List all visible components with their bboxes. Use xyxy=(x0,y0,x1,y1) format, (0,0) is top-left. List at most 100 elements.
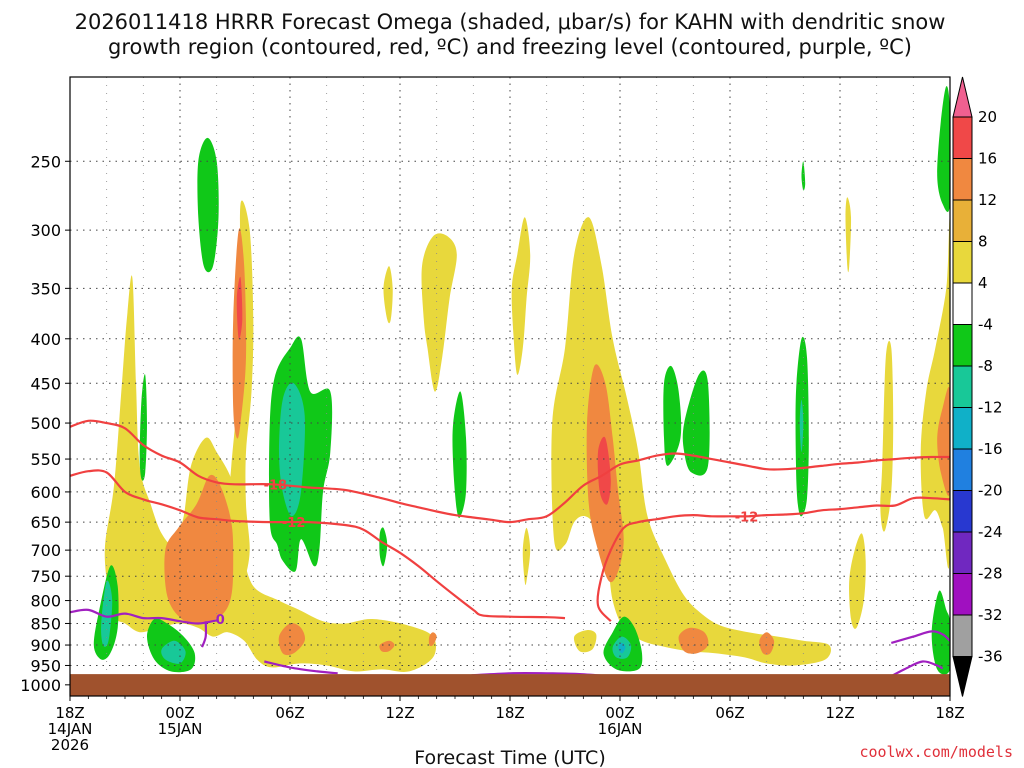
y-tick-label: 800 xyxy=(30,592,61,611)
colorbar-label: -20 xyxy=(978,482,1003,500)
x-tick-label: 15JAN xyxy=(158,720,203,738)
omega-region-19 xyxy=(759,632,775,655)
colorbar-top-arrow xyxy=(952,76,973,118)
colorbar-segment xyxy=(952,365,973,408)
omega-region-10 xyxy=(920,217,950,569)
colorbar-label: -8 xyxy=(978,357,993,375)
colorbar-label: 16 xyxy=(978,150,997,168)
omega-region-31 xyxy=(663,365,682,466)
contour-label: -12 xyxy=(282,516,306,531)
contour-1 xyxy=(70,469,566,620)
credit-text: coolwx.com/models xyxy=(859,743,1013,761)
colorbar-segment xyxy=(952,573,973,616)
omega-region-21 xyxy=(597,436,611,505)
contour-3 xyxy=(70,608,217,625)
omega-region-12 xyxy=(164,474,234,624)
y-tick-label: 750 xyxy=(30,567,61,586)
y-tick-label: 300 xyxy=(30,221,61,240)
contour-label: -12 xyxy=(735,510,759,525)
y-tick-label: 250 xyxy=(30,152,61,171)
y-tick-label: 400 xyxy=(30,330,61,349)
x-tick-label: 18Z xyxy=(935,704,964,722)
omega-region-14 xyxy=(278,623,306,656)
x-axis-label: Forecast Time (UTC) xyxy=(414,747,605,768)
omega-region-15 xyxy=(379,640,395,653)
omega-region-6 xyxy=(573,630,597,653)
omega-region-22 xyxy=(236,276,243,340)
omega-region-28 xyxy=(379,527,388,567)
omega-region-4 xyxy=(511,217,531,375)
x-tick-label: 16JAN xyxy=(598,720,643,738)
colorbar-segment xyxy=(952,407,973,450)
contour-7 xyxy=(891,630,950,644)
x-tick-label: 2026 xyxy=(51,736,89,754)
colorbar-label: -28 xyxy=(978,565,1003,583)
y-tick-label: 550 xyxy=(30,450,61,469)
omega-region-5 xyxy=(522,527,531,586)
omega-region-16 xyxy=(428,632,437,647)
colorbar-segment xyxy=(952,241,973,284)
omega-region-24 xyxy=(139,374,147,481)
omega-region-26 xyxy=(197,137,219,273)
colorbar-label: -16 xyxy=(978,440,1003,458)
colorbar-label: 8 xyxy=(978,233,988,251)
colorbar-label: 20 xyxy=(978,108,997,126)
contour-label: -18 xyxy=(264,478,288,493)
colorbar-label: -32 xyxy=(978,606,1003,624)
contour-label: 0 xyxy=(216,613,225,628)
x-tick-label: 12Z xyxy=(385,704,414,722)
contour-2 xyxy=(596,496,950,622)
colorbar-label: -4 xyxy=(978,316,993,334)
omega-region-9 xyxy=(880,340,894,532)
x-tick-label: 06Z xyxy=(715,704,744,722)
y-tick-label: 600 xyxy=(30,483,61,502)
contour-4 xyxy=(200,621,208,648)
y-tick-label: 950 xyxy=(30,656,61,675)
omega-region-3 xyxy=(421,233,457,392)
x-tick-label: 14JAN xyxy=(48,720,93,738)
chart-title-line-1: 2026011418 HRRR Forecast Omega (shaded, … xyxy=(75,10,946,34)
omega-region-36 xyxy=(937,86,950,212)
x-tick-label: 00Z xyxy=(605,704,634,722)
colorbar-segment xyxy=(952,324,973,367)
omega-region-34 xyxy=(801,161,806,191)
chart-title-line-2: growth region (contoured, red, ºC) and f… xyxy=(108,35,912,59)
y-tick-label: 700 xyxy=(30,541,61,560)
x-tick-label: 18Z xyxy=(55,704,84,722)
x-tick-label: 18Z xyxy=(495,704,524,722)
colorbar-bottom-arrow xyxy=(952,656,973,697)
colorbar-segment xyxy=(952,448,973,491)
x-tick-label: 00Z xyxy=(165,704,194,722)
y-tick-label: 500 xyxy=(30,414,61,433)
colorbar: 20 16 12 8 4 -4 -8 -12 -16 -20 -24 -28 -32 -36 xyxy=(952,76,1003,697)
omega-region-18 xyxy=(678,627,709,654)
y-tick-label: 900 xyxy=(30,636,61,655)
omega-region-39 xyxy=(279,382,305,517)
omega-region-8 xyxy=(849,533,866,629)
colorbar-label: 12 xyxy=(978,191,997,209)
y-tick-label: 650 xyxy=(30,513,61,532)
x-tick-label: 12Z xyxy=(825,704,854,722)
colorbar-label: -12 xyxy=(978,399,1003,417)
y-tick-label: 350 xyxy=(30,279,61,298)
colorbar-segment xyxy=(952,199,973,242)
colorbar-segment xyxy=(952,614,973,657)
colorbar-segment xyxy=(952,282,973,325)
y-tick-label: 1000 xyxy=(20,676,61,695)
contour-5 xyxy=(264,660,338,675)
omega-region-11 xyxy=(845,197,852,273)
omega-region-40 xyxy=(799,399,804,453)
omega-region-20 xyxy=(937,387,950,496)
plot-area: -18 -12 -12 0 xyxy=(70,77,950,696)
y-tick-label: 450 xyxy=(30,374,61,393)
colorbar-label: -24 xyxy=(978,523,1003,541)
contour-0 xyxy=(70,419,950,524)
axes: 250 300 350 400 450 500 550 600 650 700 750 800 850 9… xyxy=(20,76,965,754)
omega-region-2 xyxy=(383,266,393,324)
x-tick-label: 06Z xyxy=(275,704,304,722)
omega-region-38 xyxy=(161,640,186,664)
colorbar-segment xyxy=(952,531,973,574)
omega-region-29 xyxy=(452,391,467,518)
colorbar-label: 4 xyxy=(978,274,988,292)
